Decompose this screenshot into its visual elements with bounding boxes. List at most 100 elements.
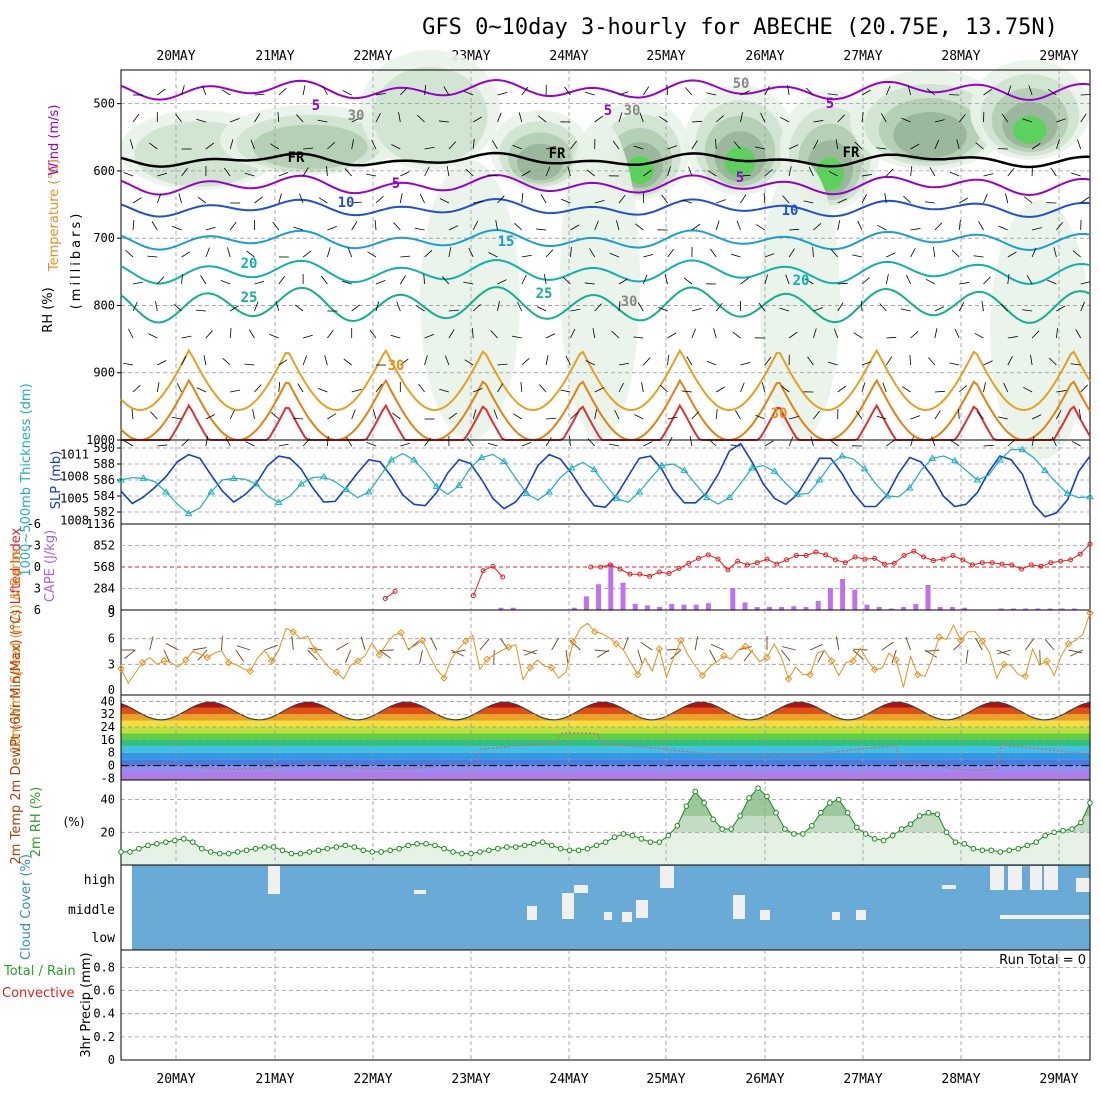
wind-barb [715, 409, 718, 420]
cape-bar [803, 606, 809, 610]
wind-barb [203, 355, 207, 366]
thickness-point [1063, 489, 1072, 497]
li-point [960, 557, 966, 563]
rh-point [773, 809, 779, 816]
contour-label: FR [549, 146, 566, 162]
wind-barb [828, 170, 838, 177]
wind-speed-point [160, 657, 168, 665]
wind-barb [901, 386, 911, 393]
wind-barb [374, 220, 377, 231]
wind-barb [974, 332, 984, 339]
wind-barb [633, 336, 644, 339]
rh-point [665, 832, 672, 839]
contour-label: 5 [826, 96, 834, 112]
wind-barb [788, 331, 798, 339]
wind-barb [755, 414, 765, 420]
wind-barb [1075, 329, 1082, 339]
wind-barb [1050, 167, 1057, 177]
wind-barb [327, 436, 329, 447]
wind-barb [637, 302, 644, 312]
slp-tick: 1008 [60, 470, 89, 484]
cloud-gap [990, 866, 1004, 890]
wind-barb [1047, 279, 1057, 285]
wind-barb [235, 649, 245, 662]
rh-point [396, 845, 402, 852]
rh-shade [1013, 116, 1047, 144]
cloud-cover-panel: high middle low [68, 864, 1091, 951]
thk-tick: 586 [93, 473, 115, 487]
thickness-point [477, 453, 486, 461]
rh-point [584, 845, 591, 852]
wind-barb [891, 649, 897, 664]
wind-barb [611, 330, 620, 339]
wind-barb [1080, 384, 1088, 393]
wind-barb [905, 636, 911, 651]
precip-axis-label: 3hr Precip (mm) [79, 952, 94, 1057]
wind-barb [956, 139, 960, 150]
date-label-bottom: 22MAY [353, 1072, 392, 1087]
rh-point [207, 849, 214, 855]
wind-barb [181, 167, 188, 177]
wind-barb [983, 444, 994, 447]
thickness-point [432, 482, 441, 489]
pressure-tick: 600 [93, 164, 115, 178]
wind-barb [473, 200, 484, 204]
wind-barb [594, 387, 604, 393]
wind-barb [594, 409, 598, 420]
wind-barb [689, 436, 693, 447]
wind-barb [715, 138, 717, 150]
wind-barb [132, 197, 142, 204]
wind-barb [252, 409, 255, 420]
wind-barb [181, 251, 191, 258]
precip-tick: 0.2 [93, 1030, 115, 1044]
wind-barb [512, 144, 522, 150]
thickness-point [748, 464, 756, 471]
date-label-top: 28MAY [941, 49, 980, 64]
wind-barb [446, 166, 450, 177]
li-point [1077, 551, 1083, 557]
wind-barb [375, 280, 386, 285]
wind-barb [885, 274, 889, 285]
isotherm-line [120, 174, 1091, 196]
wind-barb [392, 412, 401, 420]
wind-barb [227, 247, 231, 258]
wind-barb [302, 355, 308, 366]
wind-barb [448, 141, 457, 150]
wind-barb [390, 334, 401, 339]
li-point [617, 566, 623, 572]
wind-barb [861, 89, 871, 96]
date-label-bottom: 20MAY [156, 1072, 195, 1087]
cape-bar [852, 589, 858, 610]
wind-barb [817, 649, 825, 663]
wind-barb [521, 358, 530, 366]
cape-bar [693, 604, 699, 610]
wind-barb [254, 301, 259, 312]
rh-point [880, 837, 887, 844]
wind-barb [124, 440, 134, 447]
wind-barb [715, 115, 725, 123]
rh-point [172, 837, 178, 844]
rh-area [121, 788, 1090, 865]
cape-tick: 0 [108, 603, 115, 617]
cape-bar [742, 602, 748, 610]
wind-barb [983, 193, 988, 204]
wind-barb [450, 649, 464, 657]
wind-barb [327, 413, 337, 420]
wind-tick: 0 [108, 683, 115, 697]
rh-point [1078, 819, 1084, 826]
date-labels-bottom: 20MAY 21MAY 22MAY 23MAY 24MAY 25MAY 26MAY 27MAY… [156, 1072, 1078, 1087]
wind-speed-point [440, 674, 448, 682]
cape-bar [937, 606, 943, 610]
upper-wind-label: Wind (m/s) [47, 105, 62, 176]
wind-speed-point [268, 657, 276, 665]
wind-speed-point [698, 671, 707, 680]
slp-tick: 1011 [60, 448, 89, 462]
wind-barb [562, 276, 571, 285]
rh-point [683, 803, 690, 809]
rh-point [907, 821, 914, 827]
thickness-point [229, 474, 238, 481]
wind-barb [128, 328, 134, 339]
wind-barb [612, 140, 620, 150]
wind-barb [497, 363, 508, 366]
wind-barb [149, 636, 154, 651]
